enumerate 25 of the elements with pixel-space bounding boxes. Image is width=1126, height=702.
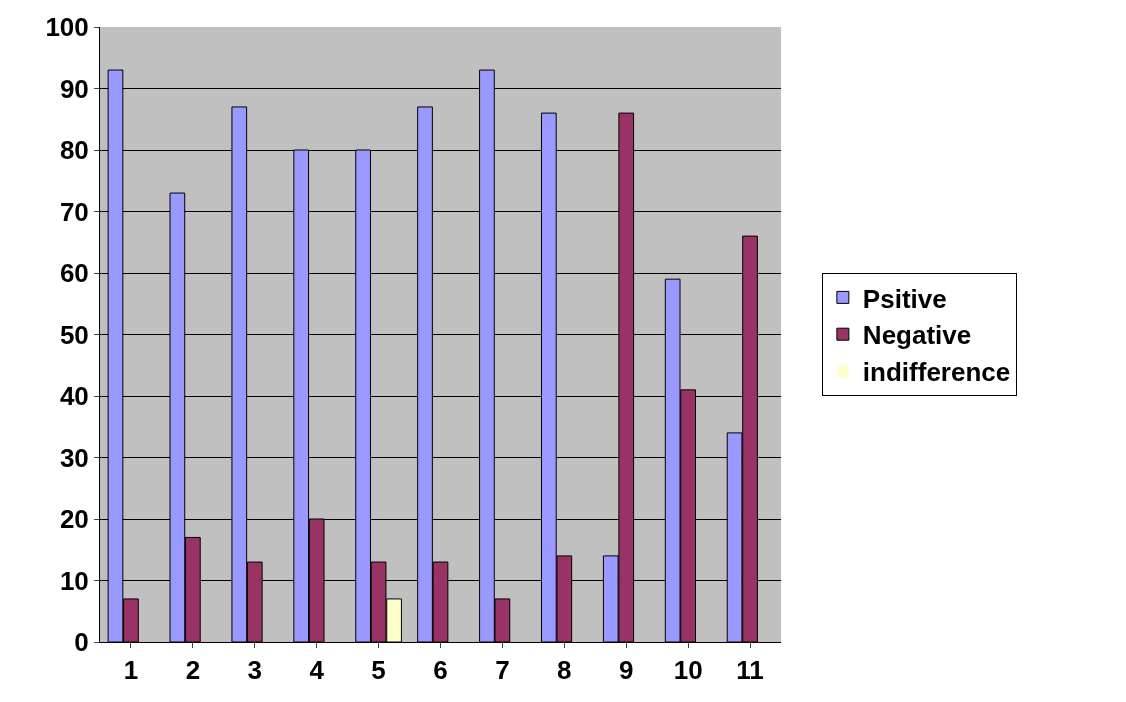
y-tick-label: 10	[59, 565, 89, 596]
y-tick-label: 20	[59, 504, 89, 535]
legend-label: indifference	[862, 357, 1011, 388]
x-tick-label: 6	[433, 655, 448, 686]
x-tick-label: 2	[185, 655, 201, 686]
x-tick-label: 7	[495, 655, 510, 686]
y-tick-label: 50	[59, 319, 89, 350]
x-tick-label: 4	[309, 655, 325, 686]
x-tick-label: 10	[673, 655, 703, 686]
y-tick-label: 0	[74, 627, 89, 658]
x-tick-label: 11	[736, 655, 764, 686]
y-tick-label: 40	[59, 381, 89, 412]
y-tick-label: 60	[59, 258, 89, 289]
legend-label: Negative	[862, 320, 972, 351]
y-tick-label: 100	[45, 12, 89, 43]
y-tick-label: 30	[59, 442, 89, 473]
y-tick-label: 90	[59, 73, 89, 104]
x-tick-label: 8	[557, 655, 572, 686]
legend-label: Psitive	[862, 283, 947, 314]
y-tick-label: 80	[59, 135, 89, 166]
x-tick-label: 5	[371, 655, 386, 686]
x-tick-label: 3	[247, 655, 262, 686]
x-tick-label: 1	[123, 655, 139, 686]
x-tick-label: 9	[619, 655, 634, 686]
y-tick-label: 70	[59, 196, 89, 227]
